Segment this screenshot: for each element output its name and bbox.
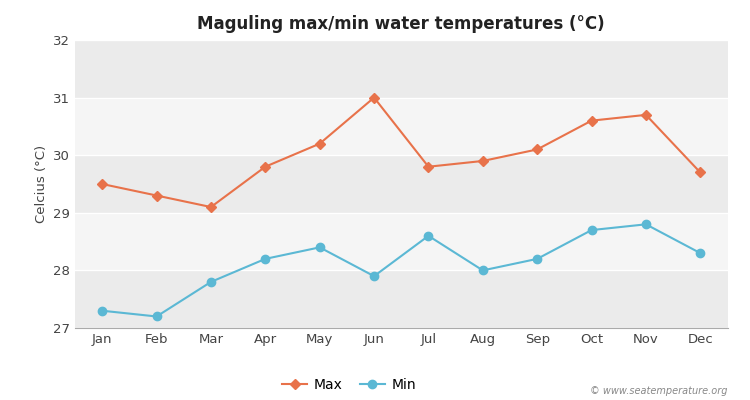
Min [478,268,488,273]
Min [532,256,542,261]
Legend: Max, Min: Max, Min [277,372,422,398]
Min [315,245,324,250]
Max [478,158,488,163]
Min [206,280,215,284]
Line: Min: Min [98,220,704,321]
Max [424,164,433,169]
Max [152,193,161,198]
Line: Max: Max [98,94,704,211]
Min [370,274,379,278]
Bar [75,155,728,213]
Min [261,256,270,261]
Min [152,314,161,319]
Bar [75,213,728,270]
Max [98,182,106,186]
Y-axis label: Celcius (°C): Celcius (°C) [34,145,47,223]
Min [587,228,596,232]
Max [206,205,215,210]
Bar [75,270,728,328]
Min [641,222,650,227]
Max [315,141,324,146]
Max [370,95,379,100]
Max [696,170,705,175]
Bar [75,40,728,98]
Max [587,118,596,123]
Min [696,251,705,256]
Max [532,147,542,152]
Title: Maguling max/min water temperatures (°C): Maguling max/min water temperatures (°C) [197,15,605,33]
Text: © www.seatemperature.org: © www.seatemperature.org [590,386,728,396]
Bar [75,98,728,155]
Max [641,112,650,117]
Max [261,164,270,169]
Min [98,308,106,313]
Min [424,234,433,238]
